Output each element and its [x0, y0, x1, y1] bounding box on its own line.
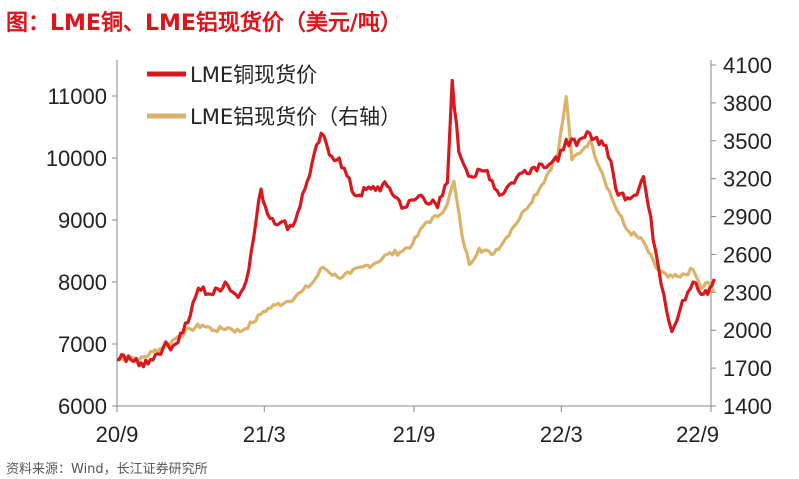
y-right-tick-label: 3200 [723, 167, 772, 192]
source-note: 资料来源：Wind，长江证券研究所 [6, 462, 208, 477]
x-tick-label: 22/3 [540, 422, 583, 447]
x-tick-label: 21/9 [393, 422, 436, 447]
chart-legend: LME铜现货价 LME铝现货价（右轴） [147, 63, 401, 129]
x-tick-label: 21/3 [243, 422, 286, 447]
y-left-tick-label: 11000 [47, 84, 107, 109]
y-right-tick-label: 1400 [723, 394, 772, 419]
y-right-tick-label: 3500 [723, 129, 772, 154]
chart-axes: 6000 7000 8000 9000 10000 11000 1400 1700 2000 23… [46, 53, 772, 447]
y-left-tick-label: 10000 [46, 146, 107, 171]
y-right-tick-label: 1700 [723, 356, 772, 381]
y-right-tick-label: 2900 [723, 205, 772, 230]
y-left-tick-label: 9000 [58, 208, 107, 233]
legend-aluminum-label: LME铝现货价（右轴） [190, 105, 401, 129]
y-right-tick-label: 3800 [723, 91, 772, 116]
y-right-tick-label: 2300 [723, 280, 772, 305]
x-tick-label: 22/9 [676, 422, 719, 447]
legend-copper-label: LME铜现货价 [190, 63, 317, 87]
chart-title: 图：LME铜、LME铝现货价（美元/吨） [6, 11, 402, 36]
series-line-aluminum [116, 95, 716, 364]
x-tick-label: 20/9 [96, 422, 139, 447]
chart-series [116, 78, 716, 369]
y-right-tick-label: 2600 [723, 242, 772, 267]
y-right-tick-label: 4100 [723, 53, 772, 78]
y-right-tick-label: 2000 [723, 318, 772, 343]
y-left-tick-label: 6000 [58, 394, 107, 419]
series-line-copper [116, 78, 716, 369]
y-left-tick-label: 8000 [58, 270, 107, 295]
y-left-tick-label: 7000 [58, 332, 107, 357]
